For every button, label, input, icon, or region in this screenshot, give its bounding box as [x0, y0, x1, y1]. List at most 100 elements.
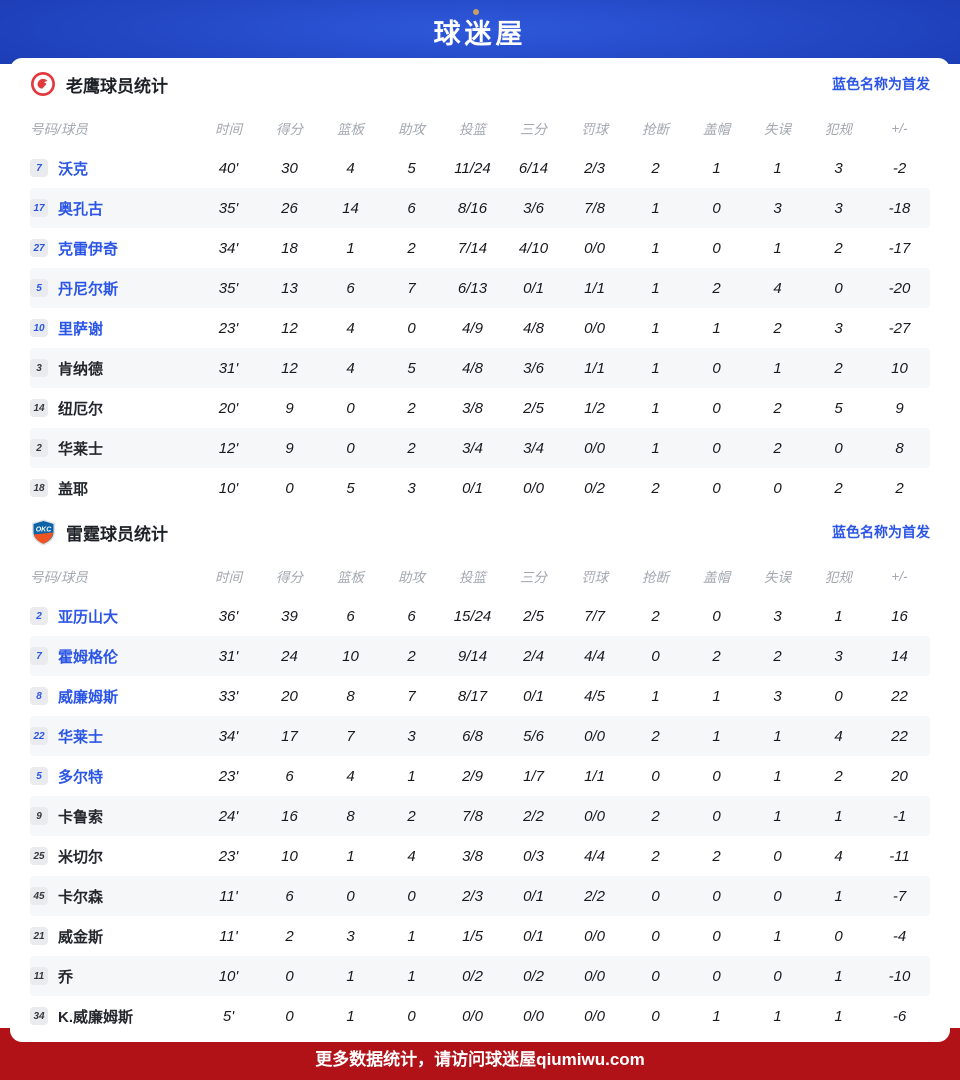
player-cell: 14 纽厄尔: [30, 398, 198, 419]
stat-cell: 1: [712, 1007, 721, 1025]
jersey-number-badge: 8: [30, 687, 48, 705]
column-header: 犯规: [825, 122, 852, 137]
table-row: 7 沃克 40' 30 4 5 11/24 6/14 2/3 2 1 1 3 -2: [30, 148, 930, 188]
stat-cell: 7: [346, 727, 355, 745]
stat-cell: 26: [281, 199, 298, 217]
column-header: 失误: [764, 122, 791, 137]
stat-cell: 0: [712, 807, 721, 825]
stat-cell: 0: [834, 439, 843, 457]
column-header: 三分: [520, 570, 547, 585]
footer-link[interactable]: 更多数据统计，请访问球迷屋qiumiwu.com: [315, 1050, 645, 1069]
player-name[interactable]: 沃克: [58, 160, 89, 178]
player-cell: 22 华莱士: [30, 726, 198, 747]
stat-cell: -1: [892, 807, 907, 825]
stat-cell: 3/4: [462, 439, 483, 457]
jersey-number-badge: 25: [30, 847, 48, 865]
stat-cell: 2: [407, 239, 416, 257]
stat-cell: 16: [281, 807, 298, 825]
player-name[interactable]: 华莱士: [58, 440, 104, 458]
stat-cell: 0/0: [584, 967, 605, 985]
stat-cell: 0: [834, 279, 843, 297]
logo-accent-dot-icon: [473, 9, 479, 15]
stat-cell: 1: [834, 1007, 843, 1025]
top-banner: 球迷屋: [0, 0, 960, 64]
stat-cell: 5': [222, 1007, 235, 1025]
stat-cell: 0: [712, 239, 721, 257]
stat-cell: 3: [773, 687, 782, 705]
player-cell: 8 威廉姆斯: [30, 686, 198, 707]
stat-cell: 1: [346, 847, 355, 865]
player-name[interactable]: 华莱士: [58, 728, 104, 746]
stat-cell: 3: [773, 607, 782, 625]
stat-cell: 0: [712, 399, 721, 417]
stat-cell: 12': [218, 439, 239, 457]
stat-cell: 4: [834, 847, 843, 865]
player-name[interactable]: 克雷伊奇: [58, 240, 119, 258]
player-name[interactable]: 卡尔森: [58, 888, 104, 906]
table-row: 21 威金斯 11' 2 3 1 1/5 0/1 0/0 0 0 1 0 -4: [30, 916, 930, 956]
stat-cell: 0: [773, 887, 782, 905]
stat-cell: 0: [712, 967, 721, 985]
stat-cell: 0/3: [523, 847, 544, 865]
stat-cell: 9: [285, 399, 294, 417]
stat-cell: -10: [888, 967, 911, 985]
stat-cell: 0/0: [584, 927, 605, 945]
player-cell: 9 卡鲁索: [30, 806, 198, 827]
player-cell: 25 米切尔: [30, 846, 198, 867]
player-cell: 3 肯纳德: [30, 358, 198, 379]
player-name[interactable]: 里萨谢: [58, 320, 104, 338]
player-name[interactable]: 纽厄尔: [58, 400, 104, 418]
player-name[interactable]: 奥孔古: [58, 200, 104, 218]
player-name[interactable]: 肯纳德: [58, 360, 104, 378]
stat-cell: 14: [891, 647, 908, 665]
table-row: 7 霍姆格伦 31' 24 10 2 9/14 2/4 4/4 0 2 2 3 14: [30, 636, 930, 676]
stat-cell: 3/6: [523, 359, 544, 377]
stat-cell: 20: [281, 687, 298, 705]
player-name[interactable]: 盖耶: [58, 480, 89, 498]
stat-cell: 9/14: [457, 647, 488, 665]
player-cell: 5 丹尼尔斯: [30, 278, 198, 299]
stat-cell: 0: [651, 647, 660, 665]
stat-cell: 10': [218, 479, 239, 497]
player-name[interactable]: 多尔特: [58, 768, 104, 786]
stat-cell: 1: [773, 239, 782, 257]
stat-cell: 2: [712, 647, 721, 665]
table-row: 17 奥孔古 35' 26 14 6 8/16 3/6 7/8 1 0 3 3 -18: [30, 188, 930, 228]
stat-cell: 3: [773, 199, 782, 217]
stat-cell: 0: [651, 887, 660, 905]
player-name[interactable]: 威廉姆斯: [58, 688, 119, 706]
stat-cell: 35': [218, 199, 239, 217]
stat-cell: 2: [651, 159, 660, 177]
table-row: 45 卡尔森 11' 6 0 0 2/3 0/1 2/2 0 0 0 1 -7: [30, 876, 930, 916]
stat-cell: 1: [651, 239, 660, 257]
player-name[interactable]: 乔: [58, 968, 74, 986]
stat-cell: 2: [895, 479, 904, 497]
stat-cell: 2: [651, 479, 660, 497]
stat-cell: 1: [407, 967, 416, 985]
jersey-number-badge: 5: [30, 767, 48, 785]
stat-cell: 34': [218, 239, 239, 257]
stat-cell: 4: [346, 359, 355, 377]
player-name[interactable]: K.威廉姆斯: [58, 1008, 134, 1026]
stat-cell: 11': [219, 887, 238, 905]
player-name[interactable]: 卡鲁索: [58, 808, 104, 826]
stat-cell: 0: [346, 887, 355, 905]
stat-cell: 4: [346, 767, 355, 785]
table-row: 8 威廉姆斯 33' 20 8 7 8/17 0/1 4/5 1 1 3 0 22: [30, 676, 930, 716]
player-name[interactable]: 米切尔: [58, 848, 104, 866]
player-name[interactable]: 亚历山大: [58, 608, 119, 626]
player-name[interactable]: 丹尼尔斯: [58, 280, 119, 298]
section-title: 雷霆球员统计: [66, 524, 168, 544]
player-name[interactable]: 霍姆格伦: [58, 648, 119, 666]
player-name[interactable]: 威金斯: [58, 928, 104, 946]
stat-cell: 4: [407, 847, 416, 865]
stat-cell: 4/8: [462, 359, 483, 377]
stat-cell: 1: [651, 439, 660, 457]
jersey-number-badge: 27: [30, 239, 48, 257]
player-cell: 10 里萨谢: [30, 318, 198, 339]
column-header: 号码/球员: [30, 122, 88, 137]
stat-cell: 1/1: [584, 767, 605, 785]
stat-cell: 33': [218, 687, 239, 705]
player-cell: 34 K.威廉姆斯: [30, 1006, 198, 1027]
